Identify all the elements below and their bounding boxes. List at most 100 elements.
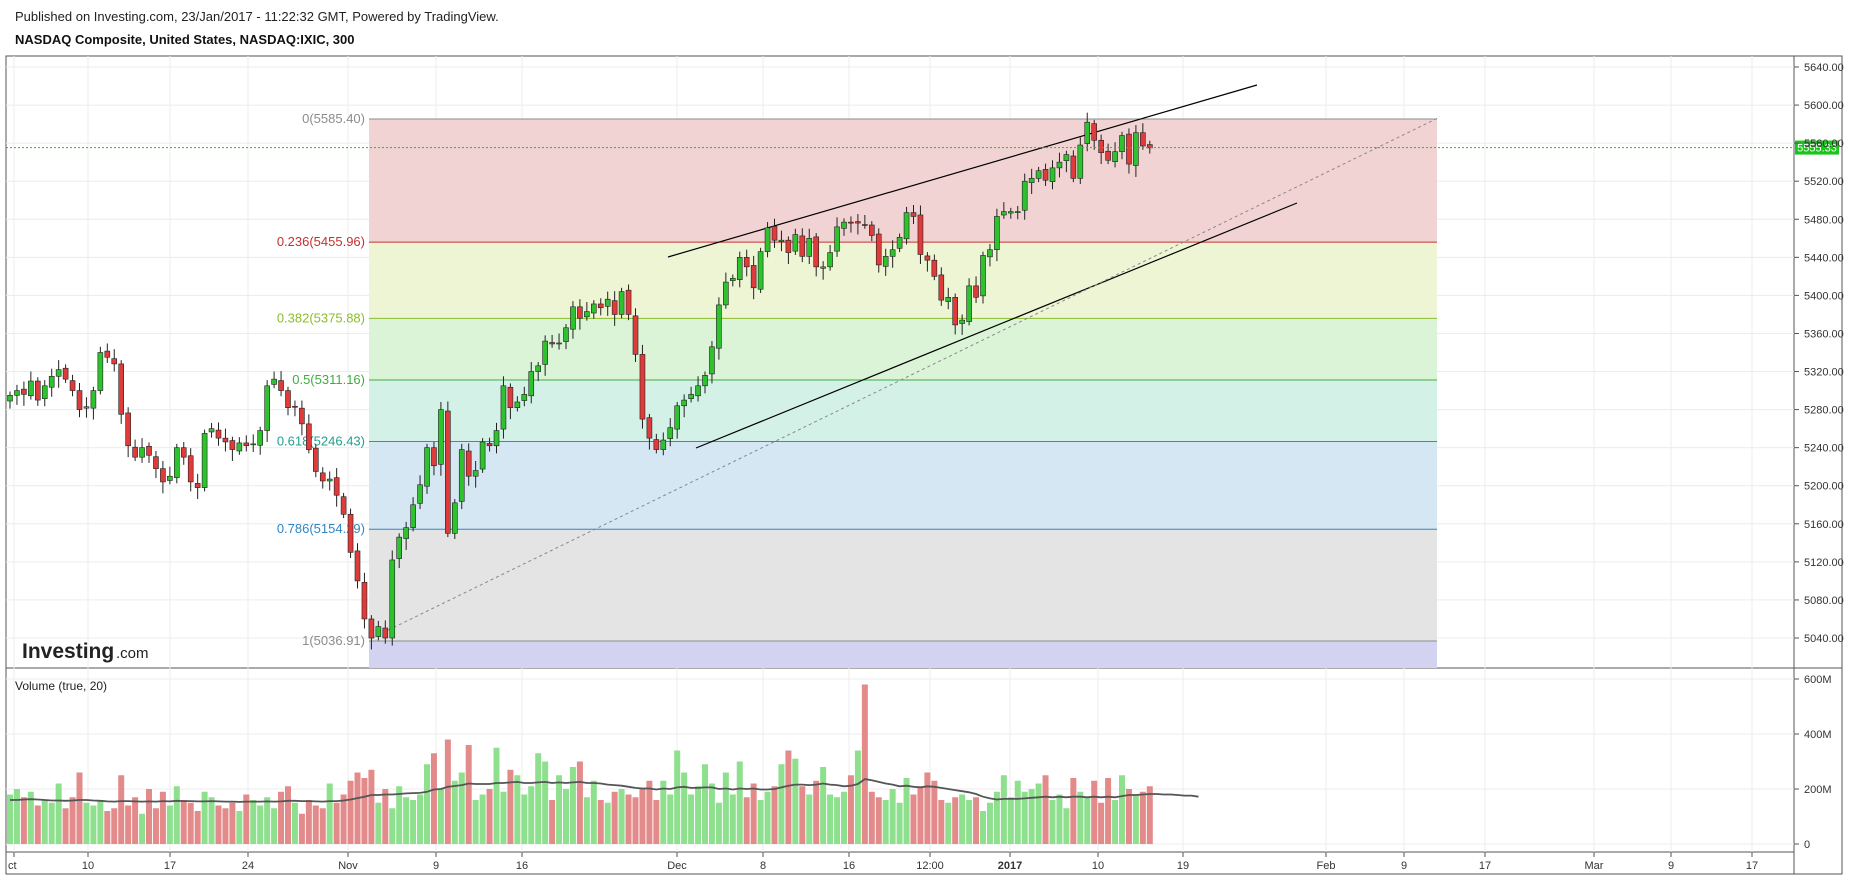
- volume-bar[interactable]: [215, 805, 222, 845]
- volume-bar[interactable]: [201, 791, 208, 844]
- volume-bar[interactable]: [257, 805, 264, 845]
- candle[interactable]: [1021, 180, 1028, 211]
- volume-bar[interactable]: [986, 802, 993, 844]
- candle[interactable]: [340, 496, 347, 515]
- candle[interactable]: [597, 303, 604, 309]
- volume-bar[interactable]: [1042, 775, 1049, 844]
- candle[interactable]: [1014, 211, 1021, 213]
- candle[interactable]: [187, 455, 194, 483]
- candle[interactable]: [896, 237, 903, 249]
- volume-bar[interactable]: [97, 800, 104, 844]
- volume-bar[interactable]: [1000, 775, 1007, 844]
- volume-bar[interactable]: [1021, 791, 1028, 844]
- candle[interactable]: [1084, 121, 1091, 144]
- volume-bar[interactable]: [132, 797, 139, 844]
- candle[interactable]: [368, 618, 375, 639]
- candle[interactable]: [1112, 151, 1118, 162]
- candle[interactable]: [618, 291, 625, 315]
- volume-bar[interactable]: [841, 791, 847, 844]
- volume-bar[interactable]: [750, 783, 757, 845]
- volume-bar[interactable]: [305, 800, 312, 844]
- candle[interactable]: [959, 319, 965, 324]
- volume-bar[interactable]: [55, 783, 62, 845]
- candle[interactable]: [174, 447, 180, 478]
- volume-bar[interactable]: [1014, 780, 1021, 844]
- volume-bar[interactable]: [104, 811, 111, 844]
- candle[interactable]: [1063, 154, 1070, 162]
- volume-bar[interactable]: [1063, 808, 1070, 844]
- candle[interactable]: [493, 430, 500, 447]
- candle[interactable]: [563, 327, 569, 342]
- volume-bar[interactable]: [340, 794, 347, 845]
- volume-bar[interactable]: [764, 791, 771, 844]
- volume-bar[interactable]: [1105, 778, 1112, 844]
- candle[interactable]: [1140, 132, 1146, 147]
- candle[interactable]: [208, 428, 215, 433]
- candle[interactable]: [987, 249, 993, 258]
- volume-bar[interactable]: [361, 778, 368, 844]
- candle[interactable]: [153, 456, 159, 469]
- volume-bar[interactable]: [62, 808, 69, 844]
- volume-bar[interactable]: [76, 772, 83, 845]
- volume-bar[interactable]: [667, 794, 674, 845]
- volume-bar[interactable]: [354, 772, 361, 845]
- candle[interactable]: [451, 502, 458, 534]
- candle[interactable]: [639, 354, 646, 420]
- price-axis[interactable]: 5040.00 5080.00 5120.00 5160.00 5200.00 5240.…: [1794, 62, 1844, 645]
- volume-bar[interactable]: [1112, 800, 1119, 844]
- volume-bar[interactable]: [1084, 797, 1091, 844]
- candle[interactable]: [382, 627, 389, 639]
- volume-bar[interactable]: [931, 780, 938, 844]
- volume-bar[interactable]: [653, 800, 660, 844]
- volume-bar[interactable]: [326, 783, 333, 845]
- volume-bar[interactable]: [729, 794, 736, 845]
- candle[interactable]: [667, 427, 674, 439]
- candle[interactable]: [257, 430, 264, 446]
- volume-bar[interactable]: [285, 786, 291, 844]
- volume-bar[interactable]: [806, 794, 813, 845]
- candle[interactable]: [389, 559, 396, 639]
- candle[interactable]: [1105, 150, 1111, 161]
- volume-bar[interactable]: [83, 802, 90, 844]
- volume-bar[interactable]: [159, 791, 166, 844]
- volume-bar[interactable]: [743, 797, 750, 844]
- volume-bar[interactable]: [521, 794, 528, 845]
- candle[interactable]: [250, 443, 257, 446]
- volume-axis[interactable]: 0 200M 400M 600M: [1794, 674, 1832, 851]
- volume-bar[interactable]: [208, 797, 215, 844]
- volume-bar[interactable]: [1049, 800, 1056, 844]
- candle[interactable]: [875, 233, 882, 266]
- candle[interactable]: [688, 394, 694, 399]
- volume-bar[interactable]: [861, 684, 868, 845]
- candle[interactable]: [834, 226, 840, 252]
- volume-bar[interactable]: [535, 753, 542, 844]
- candle[interactable]: [632, 315, 639, 355]
- volume-bar[interactable]: [152, 808, 159, 844]
- candle[interactable]: [1077, 144, 1084, 179]
- candle[interactable]: [917, 214, 924, 255]
- candle[interactable]: [660, 439, 667, 450]
- candle[interactable]: [55, 369, 62, 377]
- candle[interactable]: [236, 442, 243, 452]
- volume-bar[interactable]: [222, 808, 229, 844]
- candle[interactable]: [604, 298, 611, 307]
- volume-bar[interactable]: [715, 802, 722, 844]
- volume-bar[interactable]: [799, 786, 806, 844]
- candle[interactable]: [180, 447, 187, 458]
- volume-bar[interactable]: [938, 800, 945, 844]
- volume-bar[interactable]: [604, 802, 611, 844]
- candle[interactable]: [1098, 139, 1104, 153]
- candle[interactable]: [278, 380, 284, 391]
- volume-bar[interactable]: [479, 794, 486, 845]
- time-axis[interactable]: ct 10 17 24 Nov 9 16 Dec 8 16 12:00 2017 10 19 Feb 9 17 M…: [8, 852, 1758, 872]
- volume-bar[interactable]: [556, 775, 563, 844]
- volume-bar[interactable]: [1132, 794, 1139, 845]
- candle[interactable]: [445, 410, 451, 534]
- candle[interactable]: [333, 477, 340, 496]
- candle[interactable]: [514, 401, 521, 408]
- volume-bar[interactable]: [396, 786, 403, 844]
- volume-bar[interactable]: [924, 772, 931, 845]
- volume-bar[interactable]: [563, 789, 569, 844]
- candle[interactable]: [326, 478, 333, 482]
- candle[interactable]: [354, 550, 361, 582]
